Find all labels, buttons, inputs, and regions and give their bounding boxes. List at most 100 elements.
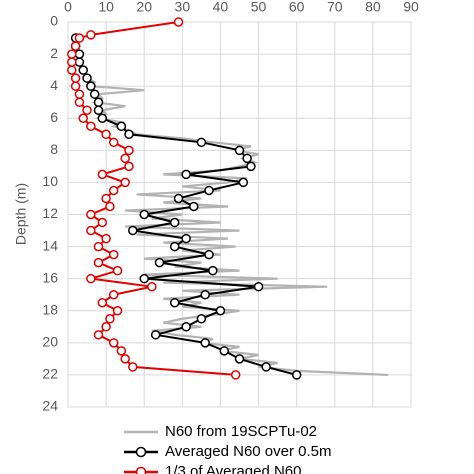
data-point [291, 370, 302, 380]
data-point [108, 249, 119, 260]
data-point [200, 289, 210, 300]
data-point [70, 73, 81, 83]
y-tick-label: 4 [50, 77, 58, 93]
x-tick-label: 0 [64, 0, 72, 15]
data-point [169, 241, 180, 252]
data-point [82, 73, 92, 83]
data-point [139, 209, 149, 220]
data-point [196, 314, 207, 324]
data-point [234, 354, 245, 364]
data-point [112, 306, 123, 316]
data-point [204, 185, 214, 196]
data-point [108, 289, 119, 300]
y-tick-label: 18 [42, 301, 58, 317]
data-point [108, 137, 119, 148]
y-tick-label: 2 [50, 45, 58, 61]
data-point [93, 105, 104, 115]
series-line [70, 21, 236, 376]
data-point [93, 330, 104, 340]
data-point [97, 217, 108, 228]
data-point [108, 338, 119, 348]
y-tick-label: 8 [50, 141, 58, 157]
data-point [74, 89, 85, 99]
data-point [89, 89, 100, 99]
data-point [101, 322, 111, 332]
data-point [101, 233, 111, 244]
y-axis-title: Depth (m) [13, 183, 29, 245]
data-point [124, 129, 134, 140]
data-point [181, 322, 191, 332]
legend-label: Averaged N60 over 0.5m [165, 443, 332, 460]
y-tick-label: 24 [42, 398, 58, 414]
data-point [215, 306, 226, 316]
y-tick-label: 22 [42, 366, 58, 382]
data-point [97, 169, 108, 180]
data-point [78, 113, 88, 123]
data-point [173, 193, 184, 204]
y-tick-label: 0 [50, 13, 58, 29]
data-point [242, 153, 252, 164]
data-point [120, 354, 130, 364]
data-point [70, 41, 81, 51]
data-point [253, 281, 264, 292]
data-point [97, 113, 108, 123]
data-point [128, 362, 138, 372]
data-point [86, 81, 96, 91]
data-point [139, 273, 149, 284]
data-point [116, 121, 127, 132]
data-point [200, 338, 210, 348]
data-point [208, 265, 218, 276]
data-point [124, 145, 134, 156]
x-tick-label: 40 [213, 0, 229, 15]
y-tick-label: 12 [42, 205, 58, 221]
data-point [219, 346, 230, 356]
data-point [230, 370, 241, 380]
data-point [147, 281, 157, 292]
data-point [261, 362, 271, 372]
x-tick-label: 60 [289, 0, 305, 15]
x-tick-label: 20 [136, 0, 152, 15]
data-point [86, 273, 96, 284]
data-point [189, 201, 199, 212]
data-point [173, 17, 184, 27]
data-point [181, 233, 191, 244]
data-point [86, 121, 96, 132]
data-point [78, 65, 88, 75]
data-point [67, 57, 77, 67]
data-point [128, 225, 138, 236]
data-point [169, 297, 180, 308]
data-point [67, 49, 77, 59]
data-point [101, 129, 111, 140]
legend-label: N60 from 19SCPTu-02 [165, 423, 317, 440]
x-tick-label: 10 [98, 0, 114, 15]
data-point [150, 330, 161, 340]
data-point [124, 161, 134, 172]
data-point [67, 65, 77, 75]
y-tick-label: 14 [42, 237, 58, 253]
x-tick-label: 50 [251, 0, 267, 15]
data-point [105, 201, 115, 212]
y-tick-label: 10 [42, 173, 58, 189]
plot-border [67, 21, 412, 408]
data-point [105, 314, 115, 324]
y-tick-label: 16 [42, 269, 58, 285]
x-tick-label: 30 [175, 0, 191, 15]
data-point [93, 97, 104, 107]
x-tick-label: 80 [365, 0, 381, 15]
data-point [74, 49, 85, 59]
legend-marker [135, 466, 147, 474]
data-point [181, 169, 191, 180]
legend-label: 1/3 of Averaged N60 [165, 463, 302, 474]
data-point [74, 97, 85, 107]
data-point [234, 145, 245, 156]
x-tick-label: 70 [327, 0, 343, 15]
data-point [196, 137, 207, 148]
data-point [169, 217, 180, 228]
data-point [86, 225, 96, 236]
data-point [112, 265, 123, 276]
data-point [82, 105, 92, 115]
legend-marker [135, 446, 147, 458]
data-point [74, 33, 85, 43]
y-tick-label: 6 [50, 109, 58, 125]
